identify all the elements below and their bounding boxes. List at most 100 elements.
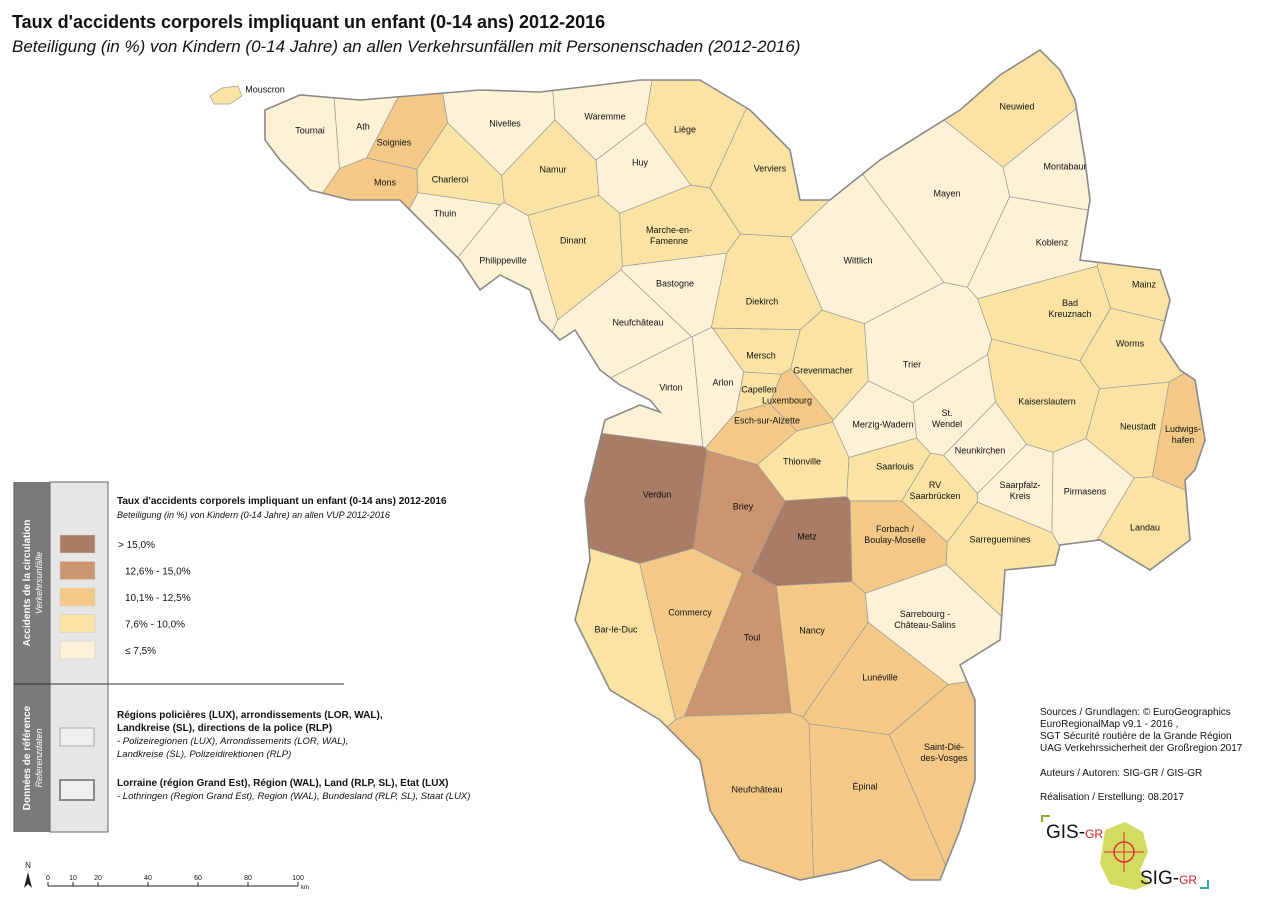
region-label: Marche-en- xyxy=(646,225,692,235)
region-label: Worms xyxy=(1116,338,1145,348)
scale-tick-label: 10 xyxy=(69,875,77,882)
logo-top: GIS-GR xyxy=(1046,822,1103,843)
scale-tick-label: 60 xyxy=(194,875,202,882)
legend-side-sublabel: Verkehrsunfälle xyxy=(34,552,44,614)
region-label: Luxembourg xyxy=(762,395,812,405)
region-label: Soignies xyxy=(377,137,412,147)
region-label: hafen xyxy=(1172,435,1195,445)
logo-top-part: GIS- xyxy=(1046,822,1085,843)
legend-class-label: 7,6% - 10,0% xyxy=(125,620,185,631)
region-label: Grevenmacher xyxy=(793,365,853,375)
region-label: Charleroi xyxy=(432,174,469,184)
scale-unit: km xyxy=(301,885,309,891)
region-label: Thuin xyxy=(434,208,457,218)
region-label: Nancy xyxy=(799,625,825,635)
legend-ref-side-label: Données de référence xyxy=(22,705,33,810)
legend-swatch xyxy=(59,614,96,633)
region-label: Saarpfalz- xyxy=(999,480,1040,490)
legend-swatch xyxy=(59,640,96,660)
region-label: Neuwied xyxy=(999,101,1034,111)
region-label: Château-Salins xyxy=(894,620,956,630)
region-label: Metz xyxy=(797,531,817,541)
region-label: Bastogne xyxy=(656,278,694,288)
region-label: Mayen xyxy=(933,188,960,198)
region-label: Verviers xyxy=(754,163,787,173)
ref-title: Landkreise (SL), directions de la police… xyxy=(117,723,332,734)
north-label: N xyxy=(25,861,31,870)
title: Taux d'accidents corporels impliquant un… xyxy=(12,12,605,32)
legend-ref-side-sublabel: Referenzdaten xyxy=(34,728,44,787)
region-label: Forbach / xyxy=(876,524,915,534)
region-label: Tournai xyxy=(295,125,325,135)
ref-subtitle: - Lothringen (Region Grand Est), Region … xyxy=(117,791,470,802)
scale-tick-label: 100 xyxy=(292,875,304,882)
ref-subtitle: - Polizeiregionen (LUX), Arrondissements… xyxy=(117,736,348,747)
region-label: Thionville xyxy=(783,456,821,466)
region-label: Bar-le-Duc xyxy=(594,624,638,634)
region-label: Neustadt xyxy=(1120,421,1157,431)
legend-swatch xyxy=(59,561,96,580)
region-label: Liège xyxy=(674,124,696,134)
region-label: Sarreguemines xyxy=(969,534,1031,544)
region-label: Ath xyxy=(356,121,370,131)
authors: Auteurs / Autoren: SIG-GR / GIS-GR xyxy=(1040,768,1202,779)
region-label: Saarbrücken xyxy=(909,491,960,501)
region-label: Virton xyxy=(659,382,682,392)
region-label: Kaiserslautern xyxy=(1018,396,1076,406)
legend-class-label: > 15,0% xyxy=(118,540,155,551)
region-label: Mouscron xyxy=(245,84,285,94)
region-label: Diekirch xyxy=(746,296,779,306)
legend-swatch xyxy=(59,587,96,607)
region-label: Saarlouis xyxy=(876,461,914,471)
logo-bottom-part: SIG- xyxy=(1140,868,1179,889)
region-label: Namur xyxy=(539,164,566,174)
source-line: UAG Verkehrssicherheit der Großregion 20… xyxy=(1040,743,1243,754)
logo-bottom: SIG-GR xyxy=(1140,868,1197,889)
region-label: Boulay-Moselle xyxy=(864,535,926,545)
region xyxy=(209,85,243,105)
north-arrow-shape xyxy=(24,872,32,888)
region-label: Huy xyxy=(632,157,649,167)
region-label: Mersch xyxy=(746,350,776,360)
region-label: Trier xyxy=(903,359,921,369)
outline xyxy=(264,48,1206,881)
north-arrow: N xyxy=(24,861,32,888)
region-label: Pirmasens xyxy=(1064,486,1107,496)
scale-bar: 0 10 20 40 60 80 100 km xyxy=(46,875,309,891)
region-label: Koblenz xyxy=(1036,237,1069,247)
region-label: Toul xyxy=(744,632,761,642)
ref-swatch-regions xyxy=(59,727,95,747)
legend-subtitle: Beteiligung (in %) von Kindern (0-14 Jah… xyxy=(117,510,390,520)
sources: Sources / Grundlagen: © EuroGeographicsE… xyxy=(1040,707,1243,754)
scale-tick-label: 0 xyxy=(46,875,50,882)
legend-side-band xyxy=(14,482,50,832)
logo-bottom-accent: GR xyxy=(1179,873,1197,887)
legend-side-label: Accidents de la circulation xyxy=(22,520,33,647)
region-label: Montabaur xyxy=(1043,161,1086,171)
region-label: Landau xyxy=(1130,522,1160,532)
region-label: Commercy xyxy=(668,607,712,617)
legend-title: Taux d'accidents corporels impliquant un… xyxy=(117,496,447,507)
region-label: Saint-Dié- xyxy=(924,742,964,752)
ref-swatch-states xyxy=(59,779,95,801)
region-label: Nivelles xyxy=(489,118,521,128)
subtitle: Beteiligung (in %) von Kindern (0-14 Jah… xyxy=(12,37,800,56)
region-label: Verdun xyxy=(643,489,672,499)
source-line: Sources / Grundlagen: © EuroGeographics xyxy=(1040,707,1231,718)
region-label: Ludwigs- xyxy=(1165,424,1201,434)
region-label: RV xyxy=(929,480,941,490)
region-label: des-Vosges xyxy=(920,753,968,763)
region-label: Neufchâteau xyxy=(731,784,782,794)
realisation: Réalisation / Erstellung: 08.2017 xyxy=(1040,792,1184,803)
ref-title: Lorraine (région Grand Est), Région (WAL… xyxy=(117,778,448,789)
region-label: Capellen xyxy=(741,384,777,394)
region-label: Briey xyxy=(733,501,754,511)
source-line: SGT Sécurité routière de la Grande Régio… xyxy=(1040,731,1232,742)
region-labels: Mouscron Tournai Ath Nivelles Waremme Liège So… xyxy=(245,84,1201,794)
logo-top-accent: GR xyxy=(1085,827,1103,841)
scale-tick-label: 40 xyxy=(144,875,152,882)
region-label: Bad xyxy=(1062,298,1078,308)
region-label: Kreuznach xyxy=(1048,309,1091,319)
region-label: Mons xyxy=(374,177,397,187)
region-label: Dinant xyxy=(560,235,587,245)
